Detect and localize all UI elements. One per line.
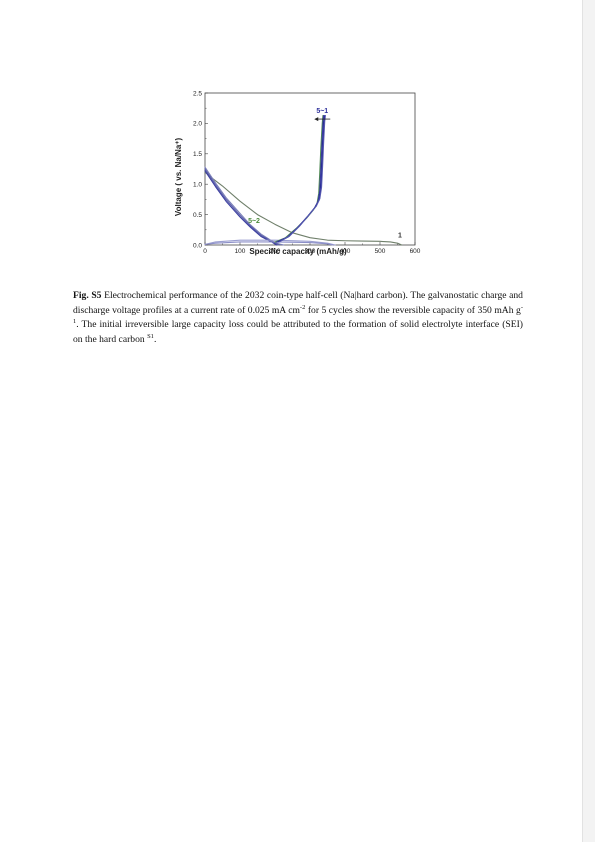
y-tick-label-2: 1.0 (193, 182, 202, 189)
x-tick-label-0: 0 (203, 248, 207, 255)
voltage-profile-chart: 0 100 200 300 400 500 600 0.0 0.5 1.0 1.5 2.0 2.5 5~1… (174, 90, 421, 256)
caption-sup-3: S1 (147, 332, 154, 340)
x-tick-label-1: 100 (235, 248, 246, 255)
series-line-4 (204, 170, 278, 246)
series-line-10 (278, 114, 326, 243)
x-tick-label-2: 200 (270, 248, 281, 255)
series-line-5 (204, 239, 336, 246)
y-tick-label-3: 1.5 (193, 151, 202, 158)
x-tick-label-4: 400 (340, 248, 351, 255)
page-edge (582, 0, 595, 842)
y-axis-label: Voltage ( vs. Na/Na⁺) (174, 138, 183, 217)
caption-text-4: . (153, 333, 157, 345)
series-line-6 (204, 241, 334, 246)
x-tick-label-6: 600 (410, 248, 421, 255)
y-tick-label-0: 0.0 (193, 242, 202, 249)
caption-text-3: . The initial irreversible large capacit… (73, 319, 523, 345)
caption-sup-1: -2 (299, 303, 306, 311)
x-tick-label-5: 500 (375, 248, 386, 255)
y-tick-label-4: 2.0 (193, 121, 202, 128)
series-line-8 (276, 114, 325, 243)
plot-area: 0 100 200 300 400 500 600 0.0 0.5 1.0 1.5 2.0 2.5 5~1… (193, 90, 421, 255)
annotation-label-1: 5~1 (316, 108, 328, 115)
annotation-label-2: 5~2 (248, 218, 260, 225)
series-line-7 (274, 114, 324, 243)
figure-label: Fig. S5 (73, 290, 102, 301)
figure-caption: Fig. S5 Electrochemical performance of t… (73, 289, 523, 347)
series-line-2 (204, 166, 285, 246)
plot-frame (204, 92, 416, 246)
y-tick-label-1: 0.5 (193, 212, 202, 219)
x-tick-label-3: 300 (305, 248, 316, 255)
cycle-arrow-head (314, 117, 319, 122)
y-tick-label-5: 2.5 (193, 90, 202, 97)
x-axis-label: Specific capacity (mAh/g) (249, 247, 347, 256)
series-line-1 (204, 171, 403, 246)
caption-text: Electrochemical performance of the 2032 … (73, 290, 523, 316)
series-line-3 (204, 168, 280, 246)
caption-sup-2: -1 (73, 303, 523, 325)
caption-text-2: for 5 cycles show the reversible capacit… (305, 304, 521, 316)
annotation-label-3: 1 (398, 233, 402, 240)
